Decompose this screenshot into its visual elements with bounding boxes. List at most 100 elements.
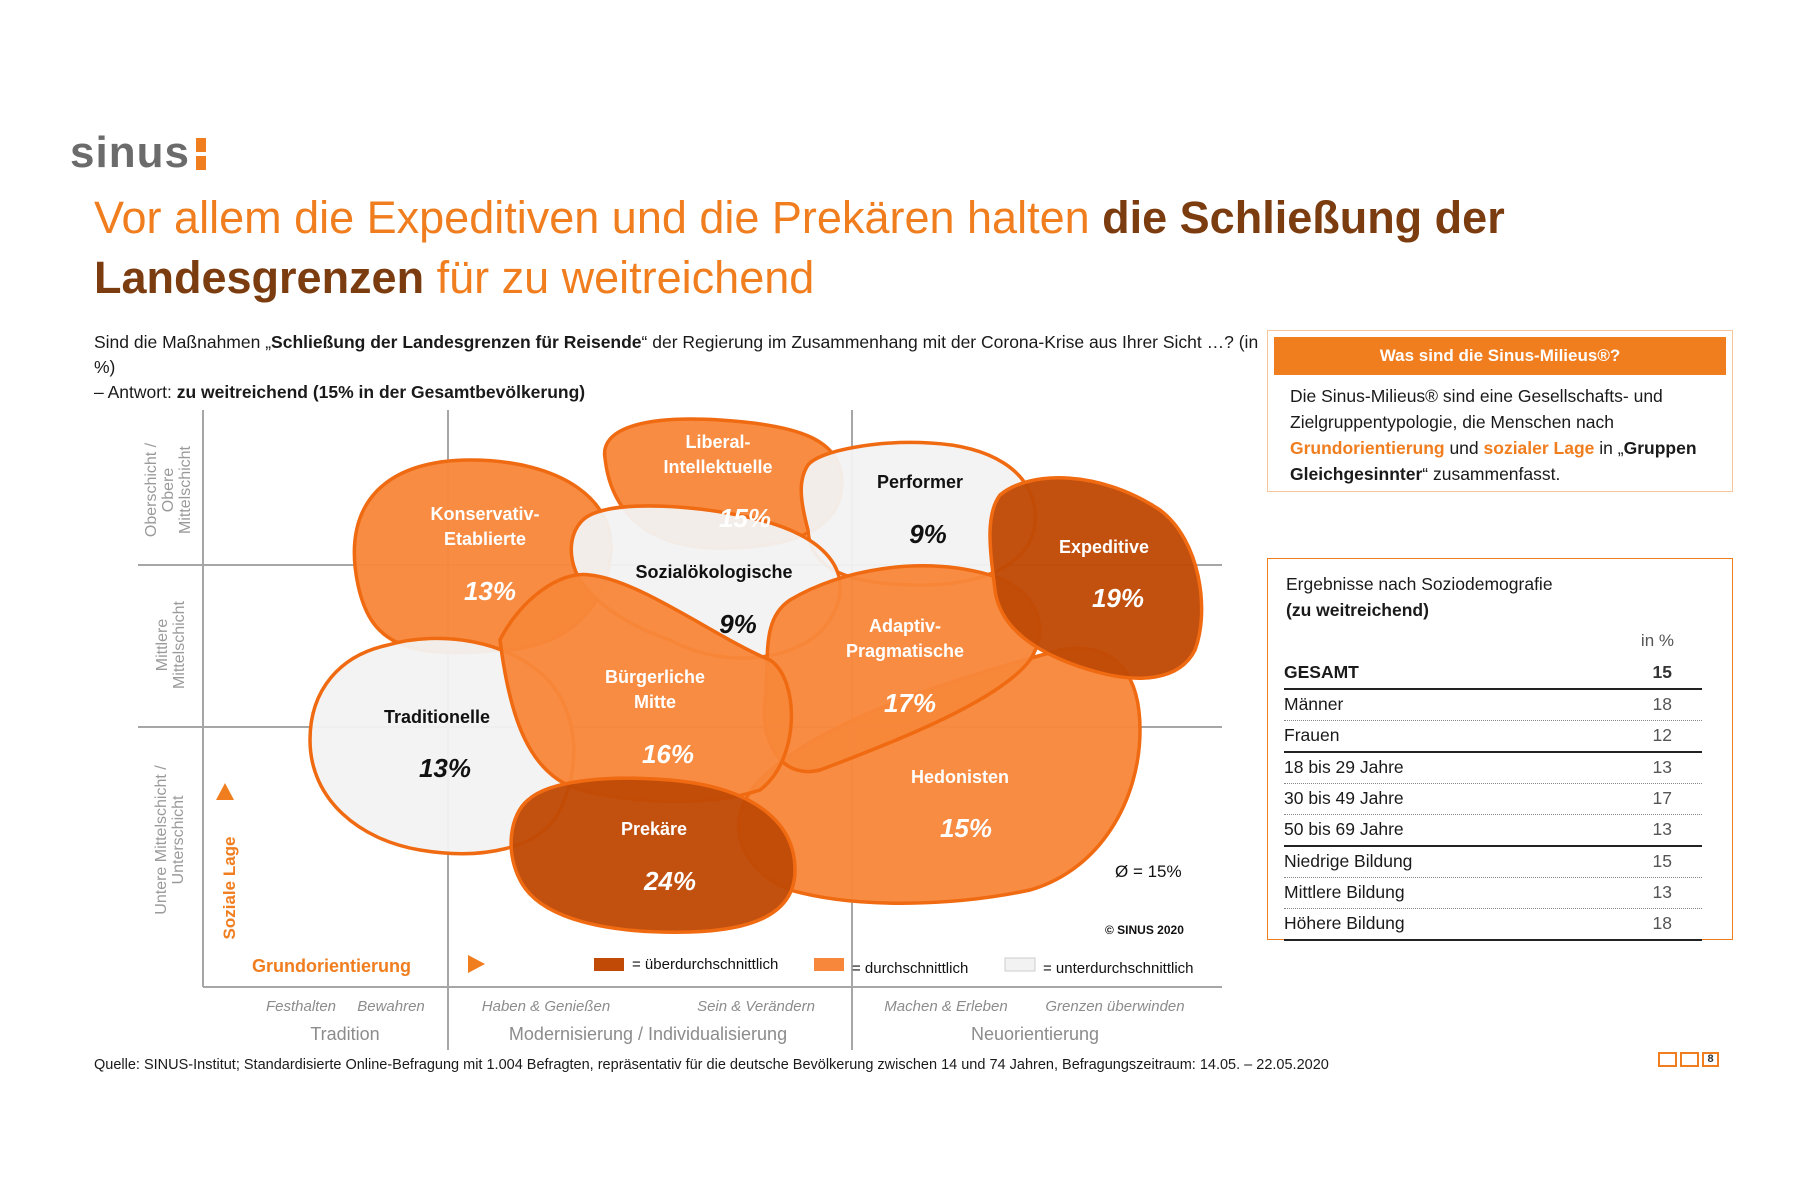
legend-label-above: = überdurchschnittlich xyxy=(632,956,778,973)
row-label: 18 bis 29 Jahre xyxy=(1284,757,1404,777)
milieu-label: Hedonisten xyxy=(911,767,1009,787)
results-subtitle: (zu weitreichend) xyxy=(1286,600,1429,620)
row-value: 18 xyxy=(1652,694,1672,714)
x-sublabel: Machen & Erleben xyxy=(884,998,1007,1015)
info-box-body: Die Sinus-Milieus® sind eine Gesellschaf… xyxy=(1290,383,1714,487)
info-highlight-1: Grundorientierung xyxy=(1290,438,1445,458)
row-label: Männer xyxy=(1284,694,1344,714)
info-highlight-2: sozialer Lage xyxy=(1483,438,1595,458)
milieu-shapes xyxy=(308,417,1204,934)
row-value: 15 xyxy=(1652,851,1672,871)
table-row: 50 bis 69 Jahre 13 xyxy=(1284,814,1702,847)
milieu-value: 13% xyxy=(419,753,471,783)
info-text-2: und xyxy=(1444,438,1484,458)
logo-text: sinus xyxy=(70,128,190,177)
table-row: Höhere Bildung 18 xyxy=(1284,908,1702,941)
page-box-icon xyxy=(1658,1052,1677,1067)
question-text-2: “ der Regierung im Zusammenhang mit der … xyxy=(94,332,1259,377)
results-table: Ergebnisse nach Soziodemografie (zu weit… xyxy=(1267,558,1733,941)
milieu-label: Traditionelle xyxy=(384,707,490,727)
row-label: 50 bis 69 Jahre xyxy=(1284,819,1404,839)
logo-dots-icon xyxy=(195,136,206,170)
page-title: Vor allem die Expeditiven und die Prekär… xyxy=(94,188,1574,308)
milieu-shape-expeditive xyxy=(988,476,1204,680)
row-label: GESAMT xyxy=(1284,662,1359,682)
row-value: 15 xyxy=(1652,662,1672,682)
info-text-4: “ zusammenfasst. xyxy=(1422,464,1561,484)
milieu-shape-prekaere xyxy=(509,776,797,934)
source-note: Quelle: SINUS-Institut; Standardisierte … xyxy=(94,1057,1329,1073)
legend-swatch-below xyxy=(1004,957,1036,972)
table-row: Mittlere Bildung 13 xyxy=(1284,877,1702,909)
row-label: Niedrige Bildung xyxy=(1284,851,1413,871)
info-box-header: Was sind die Sinus-Milieus®? xyxy=(1274,337,1726,375)
milieu-label: Intellektuelle xyxy=(663,457,772,477)
table-row: Männer 18 xyxy=(1284,689,1702,721)
milieu-label: Bürgerliche xyxy=(605,667,705,687)
legend-swatch-above xyxy=(594,958,624,971)
y-axis-label: Soziale Lage xyxy=(220,837,239,940)
results-title: Ergebnisse nach Soziodemografie xyxy=(1286,574,1553,594)
row-label: 30 bis 49 Jahre xyxy=(1284,788,1404,808)
table-row: GESAMT 15 xyxy=(1284,657,1702,690)
milieu-value: 15% xyxy=(719,503,771,533)
x-groups: Tradition Modernisierung / Individualisi… xyxy=(310,1024,1099,1044)
info-bold: Gruppen Gleichgesinnter xyxy=(1290,438,1697,484)
average-label: Ø = 15% xyxy=(1115,862,1182,881)
x-sublabel: Grenzen überwinden xyxy=(1045,998,1184,1015)
page-number: 8 xyxy=(1702,1052,1719,1067)
milieu-label: Etablierte xyxy=(444,529,526,549)
page-box-icon xyxy=(1680,1052,1699,1067)
milieu-value: 16% xyxy=(642,739,694,769)
answer-prefix: – Antwort: xyxy=(94,382,177,402)
milieu-label: Adaptiv- xyxy=(869,616,941,636)
title-part-1: Vor allem die Expeditiven und die Prekär… xyxy=(94,192,1103,243)
milieu-value: 24% xyxy=(643,866,696,896)
arrow-up-icon xyxy=(216,783,234,800)
x-axis-label: Grundorientierung xyxy=(252,956,411,976)
x-group: Modernisierung / Individualisierung xyxy=(509,1024,787,1044)
answer-bold: zu weitreichend (15% in der Gesamtbevölk… xyxy=(176,382,586,402)
table-row: 18 bis 29 Jahre 13 xyxy=(1284,752,1702,784)
milieu-label: Sozialökologische xyxy=(635,562,792,582)
x-sublabel: Sein & Verändern xyxy=(697,998,815,1015)
milieu-label: Mitte xyxy=(634,692,676,712)
milieu-value: 9% xyxy=(909,519,947,549)
results-unit: in % xyxy=(1640,631,1674,650)
x-sublabel: Haben & Genießen xyxy=(482,998,610,1015)
info-text-3: in „ xyxy=(1594,438,1624,458)
row-value: 13 xyxy=(1652,757,1672,777)
y-level-lower: Untere Mittelschicht /Unterschicht xyxy=(153,765,187,915)
y-level-middle: MittlereMittelschicht xyxy=(154,600,188,689)
table-row: Frauen 12 xyxy=(1284,720,1702,753)
milieu-label: Expeditive xyxy=(1059,537,1149,557)
legend-label-average: = durchschnittlich xyxy=(852,960,968,977)
milieu-value: 9% xyxy=(719,609,757,639)
question-bold-1: Schließung der Landesgrenzen für Reisend… xyxy=(271,332,642,352)
chart-legend: = überdurchschnittlich = durchschnittlic… xyxy=(594,956,1194,977)
title-bold: die Schließung der Landesgrenzen xyxy=(94,192,1505,303)
milieu-value: 15% xyxy=(940,813,992,843)
row-label: Höhere Bildung xyxy=(1284,913,1405,933)
milieu-labels: Konservativ- Etablierte 13% Liberal- Int… xyxy=(384,432,1149,896)
page-indicator: 8 xyxy=(1658,1052,1719,1067)
sinus-logo: sinus xyxy=(70,128,206,178)
milieu-label: Konservativ- xyxy=(430,504,539,524)
milieu-label: Liberal- xyxy=(685,432,750,452)
milieu-value: 13% xyxy=(464,576,516,606)
x-group: Neuorientierung xyxy=(971,1024,1099,1044)
copyright-label: © SINUS 2020 xyxy=(1105,923,1184,937)
milieu-label: Prekäre xyxy=(621,819,687,839)
arrow-right-icon xyxy=(468,955,485,973)
row-value: 17 xyxy=(1652,788,1672,808)
milieu-value: 19% xyxy=(1092,583,1144,613)
x-sublabel: Bewahren xyxy=(357,998,425,1015)
title-part-2: für zu weitreichend xyxy=(424,252,815,303)
y-level-labels: Oberschicht /ObereMittelschicht Mittlere… xyxy=(143,442,194,914)
y-level-upper: Oberschicht /ObereMittelschicht xyxy=(143,442,194,537)
legend-label-below: = unterdurchschnittlich xyxy=(1043,960,1194,977)
table-row: 30 bis 49 Jahre 17 xyxy=(1284,783,1702,815)
x-sublabel: Festhalten xyxy=(266,998,336,1015)
results-title-block: Ergebnisse nach Soziodemografie (zu weit… xyxy=(1286,571,1553,623)
